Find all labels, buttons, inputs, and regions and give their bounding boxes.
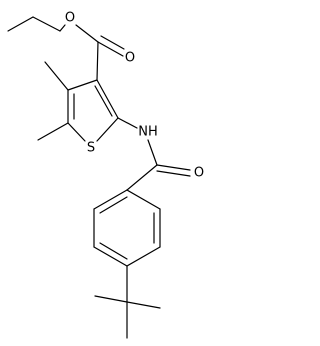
bond xyxy=(126,246,161,267)
bonds xyxy=(7,16,191,339)
bond xyxy=(94,85,113,117)
bond xyxy=(99,196,128,214)
bond xyxy=(96,41,99,81)
bond xyxy=(59,24,66,32)
bond xyxy=(67,79,98,91)
atom-label: NH xyxy=(138,125,158,140)
bond xyxy=(67,122,86,142)
atom-label: S xyxy=(87,141,95,156)
bond xyxy=(97,41,124,57)
bond xyxy=(147,139,158,166)
bond xyxy=(7,16,34,32)
atom-label: O xyxy=(125,51,135,66)
bond xyxy=(44,61,69,91)
bond xyxy=(37,122,69,141)
bond xyxy=(117,117,138,129)
bond xyxy=(126,164,158,191)
bond xyxy=(96,117,119,142)
page: {"atoms": [ {"label": "O"}, {"label": "O… xyxy=(7,10,205,339)
bond xyxy=(100,35,125,50)
atom-label: O xyxy=(194,166,204,181)
structure-diagram: O O S NH O xyxy=(7,11,204,339)
bond xyxy=(94,295,128,303)
bond xyxy=(93,189,128,210)
bond xyxy=(75,24,99,43)
bond xyxy=(156,170,191,177)
bond xyxy=(32,16,61,32)
bond xyxy=(99,242,128,260)
bond xyxy=(96,79,119,119)
bond xyxy=(126,301,161,309)
atom-labels: O O S NH O xyxy=(65,11,204,181)
bond xyxy=(93,246,128,267)
atom-label: O xyxy=(65,11,75,26)
bond xyxy=(126,189,161,210)
bond xyxy=(156,164,191,171)
